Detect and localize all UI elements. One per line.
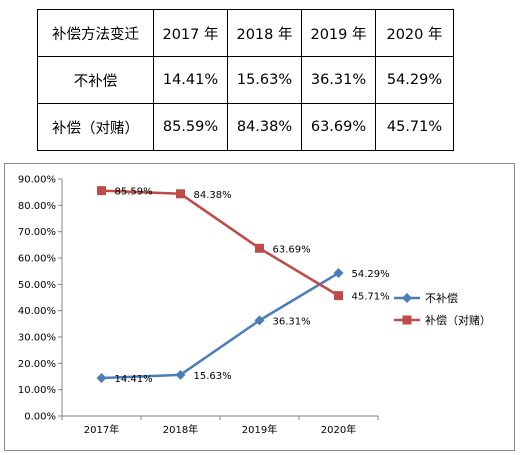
table-cell: 63.69% xyxy=(301,103,376,151)
table-cell: 45.71% xyxy=(375,103,454,151)
data-label: 45.71% xyxy=(352,292,390,303)
legend-diamond-marker xyxy=(402,293,412,303)
square-marker xyxy=(176,189,185,199)
y-tick-label: 0.00% xyxy=(24,412,56,423)
table-cell: 84.38% xyxy=(227,103,302,151)
data-label: 54.29% xyxy=(352,269,390,280)
table-cell: 85.59% xyxy=(153,103,228,151)
table-row-label: 不补偿 xyxy=(37,56,154,104)
square-marker xyxy=(97,186,106,196)
x-tick-label: 2018年 xyxy=(163,423,198,436)
square-marker xyxy=(255,243,264,253)
table-header-cell: 2017 年 xyxy=(153,9,228,57)
table-row: 补偿（对赌） 85.59% 84.38% 63.69% 45.71% xyxy=(37,103,454,151)
y-tick-label: 90.00% xyxy=(18,175,56,186)
legend-label: 不补偿 xyxy=(425,291,458,305)
y-tick-label: 30.00% xyxy=(18,333,56,344)
y-tick-label: 50.00% xyxy=(18,280,56,291)
data-label: 84.38% xyxy=(194,190,232,201)
legend-square-marker xyxy=(402,315,412,325)
data-table: 补偿方法变迁 2017 年 2018 年 2019 年 2020 年 不补偿 1… xyxy=(37,9,454,151)
square-marker xyxy=(334,291,343,301)
data-label: 15.63% xyxy=(194,371,232,382)
diamond-marker xyxy=(333,268,344,279)
x-tick-label: 2019年 xyxy=(242,423,277,436)
table-cell: 36.31% xyxy=(301,56,376,104)
table-header-cell: 2020 年 xyxy=(375,9,454,57)
y-tick-label: 10.00% xyxy=(18,385,56,396)
y-tick-label: 70.00% xyxy=(18,227,56,238)
data-label: 36.31% xyxy=(273,316,311,327)
line-chart: 0.00% 10.00% 20.00% 30.00% 40.00% 50.00% 60.00… xyxy=(18,175,491,437)
table-cell: 15.63% xyxy=(227,56,302,104)
chart-frame: 0.00% 10.00% 20.00% 30.00% 40.00% 50.00% 60.00… xyxy=(4,163,515,451)
diamond-marker xyxy=(96,373,107,384)
table-header-cell: 2018 年 xyxy=(227,9,302,57)
y-tick-label: 80.00% xyxy=(18,201,56,212)
data-label: 85.59% xyxy=(115,187,153,198)
x-tick-label: 2017年 xyxy=(84,423,119,436)
table-header-cell: 补偿方法变迁 xyxy=(37,9,154,57)
table-row-label: 补偿（对赌） xyxy=(37,103,154,151)
table-cell: 54.29% xyxy=(375,56,454,104)
data-label: 63.69% xyxy=(273,244,311,255)
legend-label: 补偿（对赌） xyxy=(425,313,491,327)
series-line xyxy=(101,271,340,380)
table-row: 不补偿 14.41% 15.63% 36.31% 54.29% xyxy=(37,56,454,104)
y-tick-label: 40.00% xyxy=(18,306,56,317)
table-header-cell: 2019 年 xyxy=(301,9,376,57)
diamond-marker xyxy=(175,369,186,380)
series-line xyxy=(101,189,340,297)
data-label: 14.41% xyxy=(115,374,153,385)
y-tick-label: 60.00% xyxy=(18,254,56,265)
y-tick-label: 20.00% xyxy=(18,359,56,370)
table-header-row: 补偿方法变迁 2017 年 2018 年 2019 年 2020 年 xyxy=(37,9,454,57)
table-cell: 14.41% xyxy=(153,56,228,104)
x-tick-label: 2020年 xyxy=(321,423,356,436)
diamond-marker xyxy=(254,315,265,326)
